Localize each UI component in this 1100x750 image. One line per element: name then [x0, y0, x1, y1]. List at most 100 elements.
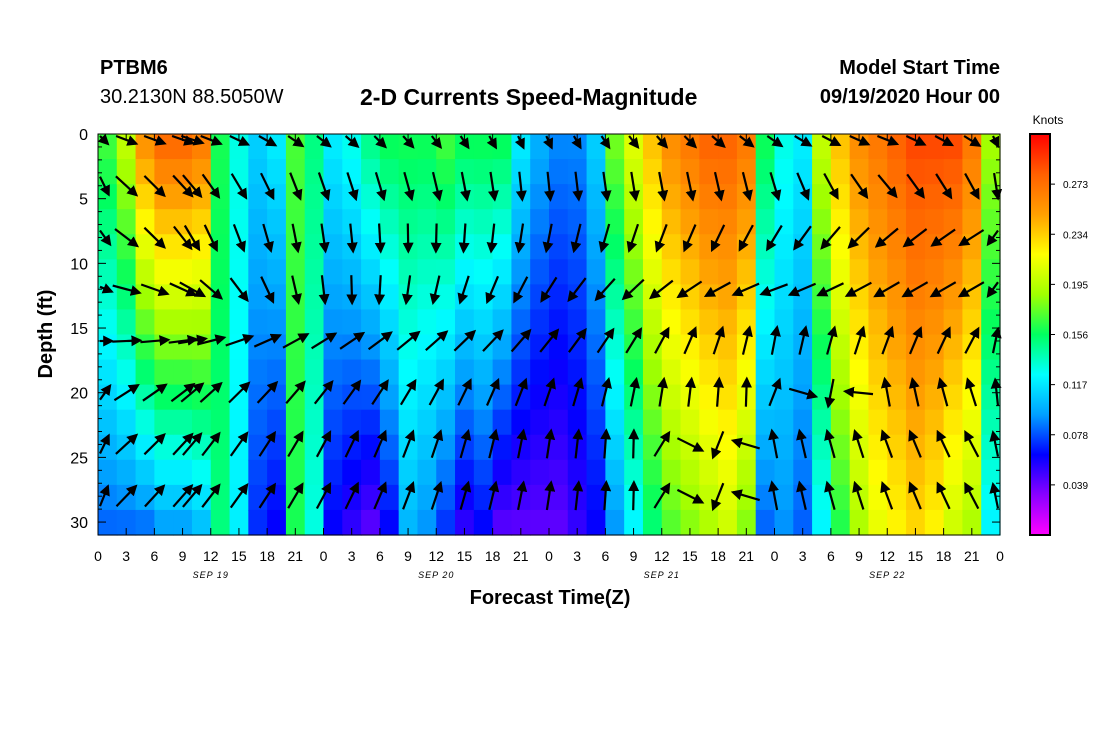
heatmap-cell	[135, 259, 155, 285]
x-tick-label: 21	[739, 548, 755, 564]
current-vector	[516, 480, 528, 511]
heatmap-cell	[661, 509, 682, 536]
current-vector	[683, 135, 698, 149]
heatmap-cell	[699, 209, 719, 235]
heatmap-cell	[924, 184, 945, 210]
heatmap-cell	[285, 359, 306, 386]
heatmap-cell	[248, 309, 268, 336]
current-vector	[229, 483, 249, 509]
current-vector	[902, 228, 928, 248]
heatmap-cell	[135, 334, 155, 361]
current-vector	[402, 223, 414, 254]
heatmap-cell	[943, 434, 964, 461]
heatmap-cell	[116, 184, 137, 210]
heatmap-cell	[718, 259, 738, 285]
heatmap-cell	[417, 234, 437, 260]
heatmap-cell	[473, 234, 494, 260]
heatmap-cell	[868, 284, 888, 311]
current-vector	[173, 225, 193, 251]
heatmap-cell	[173, 359, 193, 386]
heatmap-cell	[248, 209, 268, 235]
current-vector	[514, 223, 526, 254]
y-tick-label: 20	[70, 386, 88, 403]
heatmap-cell	[379, 509, 400, 536]
heatmap-cell	[248, 484, 268, 511]
current-vector	[730, 489, 761, 502]
heatmap-cell	[267, 159, 287, 185]
current-vector	[114, 228, 140, 248]
heatmap-cell	[586, 334, 606, 361]
current-vector	[766, 224, 783, 252]
x-tick-label: 12	[654, 548, 670, 564]
current-vector	[289, 172, 303, 201]
heatmap-cell	[699, 159, 719, 185]
current-vector	[568, 327, 587, 353]
heatmap-cell	[417, 209, 437, 235]
heatmap-cell	[210, 509, 231, 536]
current-vector	[482, 329, 504, 352]
date-label: SEP 19	[193, 570, 229, 580]
current-vector	[621, 278, 645, 301]
current-vector	[229, 277, 249, 303]
heatmap-cell	[436, 459, 456, 486]
heatmap-cell	[680, 259, 700, 285]
heatmap-cell	[191, 409, 212, 436]
heatmap-cell	[887, 509, 907, 536]
current-vector	[572, 377, 584, 407]
heatmap-cell	[267, 359, 287, 386]
heatmap-cell	[605, 409, 625, 436]
current-vector	[112, 335, 143, 347]
current-vector	[258, 430, 277, 457]
current-vector	[989, 481, 1001, 509]
current-vector	[429, 275, 441, 306]
colorbar-units: Knots	[1033, 113, 1064, 127]
current-vector	[964, 481, 980, 510]
heatmap-cell	[924, 509, 945, 536]
current-vector	[710, 224, 726, 253]
heatmap-cell	[135, 159, 155, 185]
heatmap-cell	[304, 159, 325, 185]
heatmap-cell	[605, 259, 625, 285]
current-vector	[759, 283, 788, 297]
current-vector	[201, 173, 221, 199]
heatmap-cell	[605, 509, 625, 536]
colorbar: Knots 0.273 0.234 0.195 0.156 0.117 0.078 0.03…	[1029, 113, 1088, 536]
heatmap-cell	[567, 259, 588, 285]
heatmap-cell	[116, 309, 137, 336]
heatmap-cell	[774, 234, 794, 260]
current-vector	[374, 171, 387, 202]
heatmap-cell	[98, 459, 118, 486]
current-vector	[712, 325, 726, 355]
heatmap-cell	[549, 459, 569, 486]
heatmap-cell	[887, 459, 907, 486]
current-vector	[313, 379, 334, 405]
current-vector	[990, 326, 1002, 354]
current-vector	[544, 171, 555, 202]
heatmap-cell	[755, 259, 776, 285]
heatmap-cell	[924, 384, 945, 411]
heatmap-cell	[248, 134, 268, 160]
heatmap-cell	[943, 259, 964, 285]
heatmap-cell	[962, 334, 982, 361]
heatmap-cell	[755, 509, 776, 536]
current-vector	[99, 283, 114, 294]
current-vector	[258, 482, 277, 509]
heatmap-cell	[98, 209, 118, 235]
heatmap-cell	[417, 484, 437, 511]
heatmap-cell	[868, 134, 888, 160]
x-tick-label: 18	[485, 548, 501, 564]
heatmap-cell	[267, 309, 287, 336]
station-id: PTBM6	[100, 57, 168, 79]
heatmap-cell	[229, 384, 249, 411]
heatmap-cell	[455, 359, 475, 386]
heatmap-cell	[304, 184, 325, 210]
heatmap-cell	[229, 359, 249, 386]
heatmap-cell	[398, 409, 419, 436]
current-vector	[459, 428, 472, 459]
heatmap-cell	[455, 209, 475, 235]
current-vector	[514, 377, 528, 407]
heatmap-cell	[943, 159, 964, 185]
current-vector	[458, 223, 470, 254]
heatmap-cell	[436, 309, 456, 336]
